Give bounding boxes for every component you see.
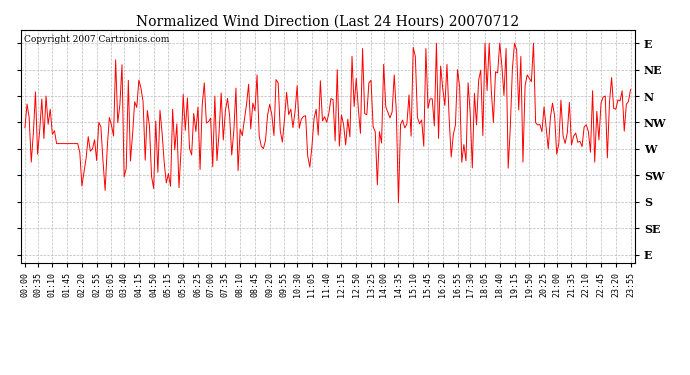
Title: Normalized Wind Direction (Last 24 Hours) 20070712: Normalized Wind Direction (Last 24 Hours…: [136, 15, 520, 29]
Text: Copyright 2007 Cartronics.com: Copyright 2007 Cartronics.com: [23, 34, 169, 44]
